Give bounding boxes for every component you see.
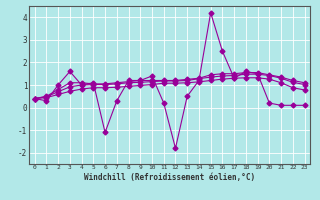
X-axis label: Windchill (Refroidissement éolien,°C): Windchill (Refroidissement éolien,°C) bbox=[84, 173, 255, 182]
